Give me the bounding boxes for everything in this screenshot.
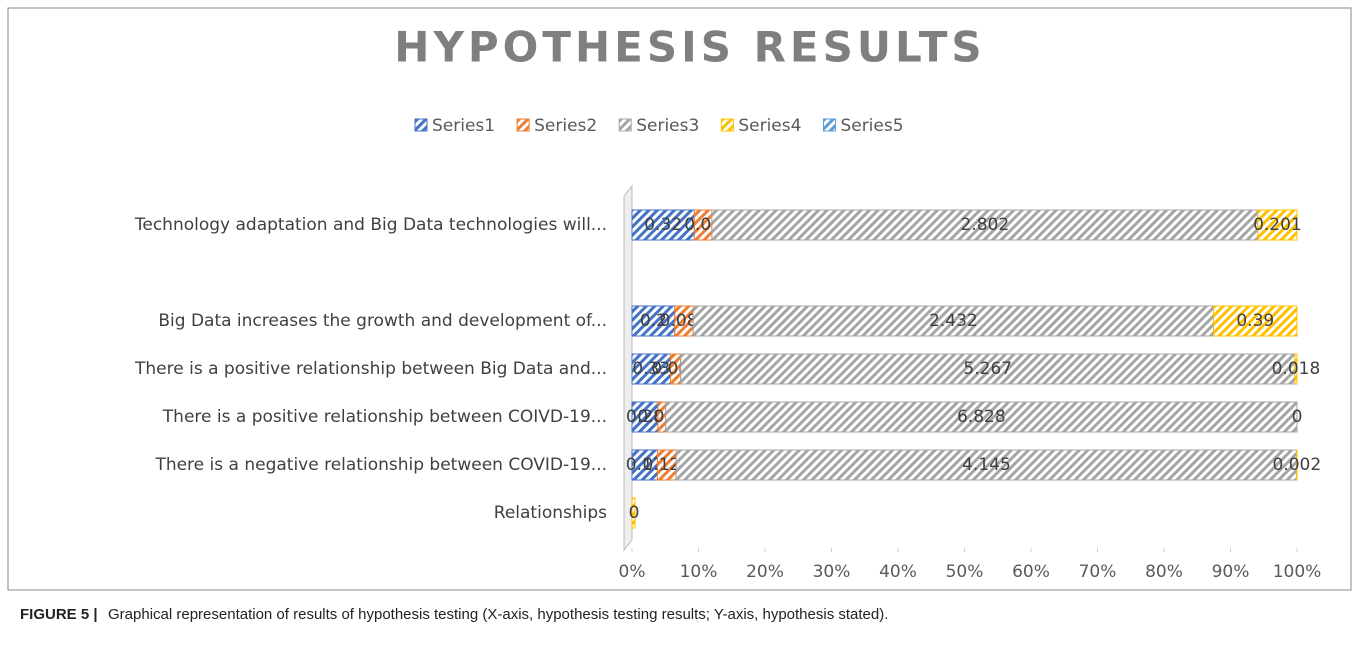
legend-label: Series1 <box>432 116 495 136</box>
x-tick-label: 60% <box>1012 562 1050 582</box>
x-tick-label: 0% <box>619 562 646 582</box>
bar-segment <box>631 401 659 433</box>
bar-segment <box>631 209 695 241</box>
bar-segment <box>692 305 1215 337</box>
data-label: 0.201 <box>1253 215 1302 235</box>
data-label: 0.018 <box>1272 359 1321 379</box>
legend-swatch <box>720 118 734 132</box>
caption: Graphical representation of results of h… <box>108 606 888 623</box>
bar-segment <box>631 449 658 481</box>
bar-segment <box>680 353 1296 385</box>
y-tick-label: There is a positive relationship between… <box>134 359 607 379</box>
data-label: 0.39 <box>1236 311 1274 331</box>
data-label: 0.33 <box>632 359 670 379</box>
bar-segment <box>631 305 676 337</box>
x-tick-label: 70% <box>1079 562 1117 582</box>
x-tick-label: 40% <box>879 562 917 582</box>
data-label: 2.432 <box>929 311 978 331</box>
bar-segment <box>675 449 1298 481</box>
x-tick-label: 30% <box>813 562 851 582</box>
data-label: 5.267 <box>963 359 1012 379</box>
y-tick-label: Big Data increases the growth and develo… <box>158 311 607 331</box>
data-label: 0.32 <box>644 215 682 235</box>
caption-label: FIGURE 5 | <box>20 606 98 623</box>
y-tick-label: There is a positive relationship between… <box>162 407 607 427</box>
bar-segment <box>1213 305 1298 337</box>
chart-title: HYPOTHESIS RESULTS <box>394 23 985 72</box>
bar-segment <box>665 401 1298 433</box>
x-tick-label: 90% <box>1212 562 1250 582</box>
x-tick-label: 80% <box>1145 562 1183 582</box>
chart-frame <box>7 7 1352 591</box>
data-label: 0 <box>629 503 640 523</box>
legend-label: Series3 <box>636 116 699 136</box>
y-tick-label: There is a negative relationship between… <box>154 455 607 475</box>
x-tick-label: 10% <box>680 562 718 582</box>
data-label: 0.17 <box>626 455 664 475</box>
legend-swatch <box>822 118 836 132</box>
legend-label: Series4 <box>738 116 801 136</box>
data-label: 0 <box>1292 407 1303 427</box>
bar-segment <box>631 353 671 385</box>
bar-segment <box>1257 209 1298 241</box>
y-tick-label: Relationships <box>494 503 607 523</box>
data-label: 4.145 <box>962 455 1011 475</box>
axis-wall <box>623 184 633 552</box>
legend-swatch <box>516 118 530 132</box>
bar-segment <box>711 209 1259 241</box>
legend-label: Series2 <box>534 116 597 136</box>
legend-swatch <box>414 118 428 132</box>
x-tick-label: 20% <box>746 562 784 582</box>
bar-segment <box>631 497 636 529</box>
data-label: 0.2 <box>640 311 667 331</box>
data-label: 2.802 <box>961 215 1010 235</box>
x-tick-label: 100% <box>1273 562 1322 582</box>
data-label: 6.828 <box>957 407 1006 427</box>
x-tick-label: 50% <box>946 562 984 582</box>
data-label: 0.28 <box>626 407 664 427</box>
y-tick-label: Technology adaptation and Big Data techn… <box>134 215 607 235</box>
legend-swatch <box>618 118 632 132</box>
bar-segment <box>1294 353 1298 385</box>
data-label: 0.002 <box>1273 455 1322 475</box>
legend-label: Series5 <box>840 116 903 136</box>
